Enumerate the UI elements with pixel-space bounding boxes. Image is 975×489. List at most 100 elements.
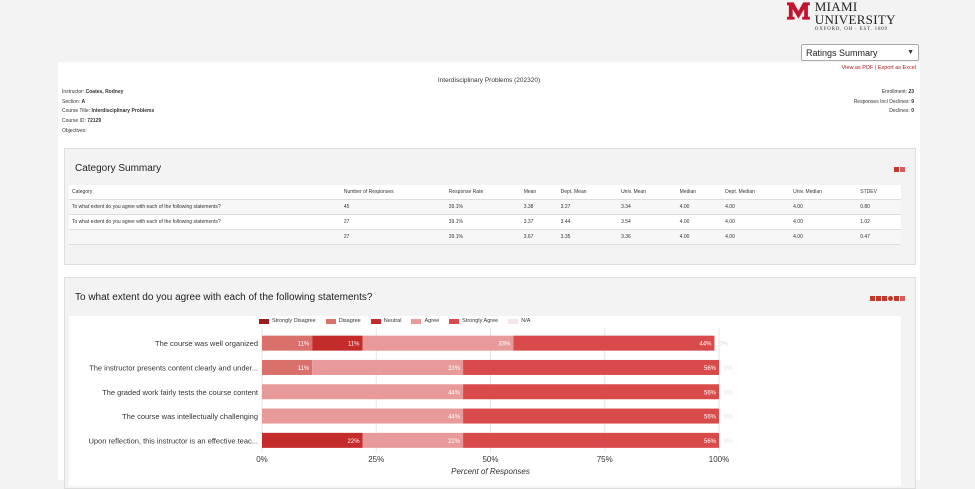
legend-swatch — [411, 318, 422, 324]
data-label: 11% — [348, 342, 360, 348]
table-cell: 1.02 — [857, 214, 901, 230]
table-cell: 0.80 — [857, 199, 901, 215]
table-cell: 39.1% — [445, 229, 521, 245]
responses-label: Responses Incl Declines: — [853, 98, 910, 105]
x-tick-label: 75% — [597, 455, 613, 464]
bar-segment — [463, 408, 719, 424]
table-cell: 0.47 — [857, 229, 901, 245]
category-label: The instructor presents content clearly … — [89, 363, 258, 372]
column-icon[interactable] — [882, 296, 887, 301]
table-cell: 39.1% — [445, 214, 521, 230]
data-label: 22% — [348, 439, 361, 445]
bar-segment — [262, 359, 313, 375]
table-row: 27 39.1% 3.67 3.35 3.36 4.00 4.00 4.00 0.47 — [69, 229, 901, 245]
legend-item[interactable]: Strongly Disagree — [259, 318, 316, 324]
data-label: 0% — [719, 342, 728, 348]
x-tick-label: 50% — [482, 455, 498, 464]
table-cell: 3.37 — [520, 214, 558, 230]
table-cell: To what extent do you agree with each of… — [69, 214, 341, 230]
column-header: Category — [69, 185, 341, 200]
data-label: 0% — [724, 390, 733, 396]
bar-segment — [362, 335, 514, 351]
table-cell: To what extent do you agree with each of… — [69, 199, 341, 215]
table-cell: 27 — [340, 229, 446, 245]
category-label: The course was well organized — [155, 339, 258, 348]
data-label: 56% — [704, 366, 717, 372]
course-id-value: 72129 — [87, 118, 102, 125]
bar-segment — [312, 359, 464, 375]
table-cell: 4.00 — [722, 199, 791, 215]
table-cell: 4.00 — [790, 199, 858, 215]
table-cell — [69, 229, 341, 245]
legend-label: Strongly Agree — [462, 318, 499, 324]
category-summary-title: Category Summary — [75, 163, 162, 174]
pie-icon[interactable] — [888, 296, 893, 301]
data-label: 56% — [704, 439, 717, 445]
response-chart: Strongly Disagree Disagree Neutral Agree Str… — [69, 316, 901, 486]
bar-segment — [362, 432, 464, 448]
column-header: Dept. Mean — [557, 185, 619, 200]
export-excel-link[interactable]: Export as Excel — [877, 65, 916, 71]
category-summary-table: Category Number of Responses Response Rate… — [69, 185, 901, 245]
legend-item[interactable]: Disagree — [325, 318, 361, 324]
data-label: 44% — [448, 390, 461, 396]
data-label: 44% — [699, 342, 712, 348]
data-label: 33% — [498, 342, 511, 348]
declines-label: Declines: — [889, 108, 910, 115]
category-label: The graded work fairly tests the course … — [102, 388, 259, 397]
table-cell: 3.67 — [520, 229, 558, 245]
legend-swatch — [259, 318, 269, 324]
miami-university-logo[interactable]: MIAMI UNIVERSITY OXFORD, OH · EST. 1809 — [786, 0, 936, 32]
table-cell: 3.44 — [557, 214, 619, 230]
chart-type-icons — [870, 296, 905, 301]
course-title-value: Interdisciplinary Problems — [91, 108, 155, 115]
data-label: 33% — [448, 366, 461, 372]
table-cell: 4.00 — [676, 229, 723, 245]
responses-value: 9 — [911, 98, 914, 105]
table-cell: 4.00 — [790, 229, 858, 245]
view-toggle-icons — [894, 167, 905, 172]
table-cell: 3.36 — [618, 229, 677, 245]
chart-view-icon[interactable] — [894, 167, 899, 172]
x-tick-label: 25% — [368, 455, 384, 464]
data-label: 0% — [724, 415, 733, 421]
data-label: 11% — [298, 342, 310, 348]
legend-swatch — [449, 318, 460, 324]
data-label: 0% — [724, 366, 733, 372]
legend-label: Agree — [424, 318, 440, 324]
table-cell: 45 — [340, 199, 446, 215]
instructor-label: Instructor: — [62, 89, 85, 95]
section-label: Section: — [62, 98, 81, 105]
question-chart-card: To what extent do you agree with each of… — [64, 277, 916, 489]
table-view-icon[interactable] — [900, 167, 905, 172]
x-tick-label: 0% — [256, 455, 268, 464]
data-label: 0% — [724, 439, 733, 445]
table-icon[interactable] — [900, 296, 905, 301]
histogram-icon[interactable] — [894, 296, 899, 301]
column-header: Mean — [520, 185, 558, 200]
table-header-row: Category Number of Responses Response Rate… — [69, 185, 901, 200]
legend-item[interactable]: N/A — [508, 318, 530, 324]
logo-name: MIAMI UNIVERSITY — [814, 0, 896, 27]
legend-item[interactable]: Agree — [411, 318, 439, 324]
logo-subtitle: OXFORD, OH · EST. 1809 — [814, 27, 888, 32]
legend-item[interactable]: Strongly Agree — [449, 318, 498, 324]
data-label: 44% — [448, 415, 461, 421]
stacked-bar-icon[interactable] — [870, 296, 875, 301]
x-axis-label: Percent of Responses — [451, 467, 530, 476]
column-header: Dept. Median — [722, 185, 791, 200]
bar-icon[interactable] — [876, 296, 881, 301]
table-row: To what extent do you agree with each of… — [69, 199, 901, 215]
chart-legend: Strongly Disagree Disagree Neutral Agree Str… — [259, 318, 530, 324]
legend-swatch — [508, 318, 519, 324]
table-cell: 3.54 — [618, 214, 677, 230]
view-pdf-link[interactable]: View as PDF — [841, 65, 874, 71]
bar-segment — [463, 359, 719, 375]
data-label: 56% — [704, 415, 717, 421]
report-type-select[interactable]: Ratings Summary ▼ — [801, 44, 919, 61]
bar-segment — [463, 384, 719, 400]
category-summary-card: Category Summary Category Number of Respo… — [64, 148, 916, 265]
legend-item[interactable]: Neutral — [370, 318, 401, 324]
report-panel: View as PDF | Export as Excel Interdisci… — [58, 62, 920, 489]
column-header: Number of Responses — [340, 185, 446, 200]
